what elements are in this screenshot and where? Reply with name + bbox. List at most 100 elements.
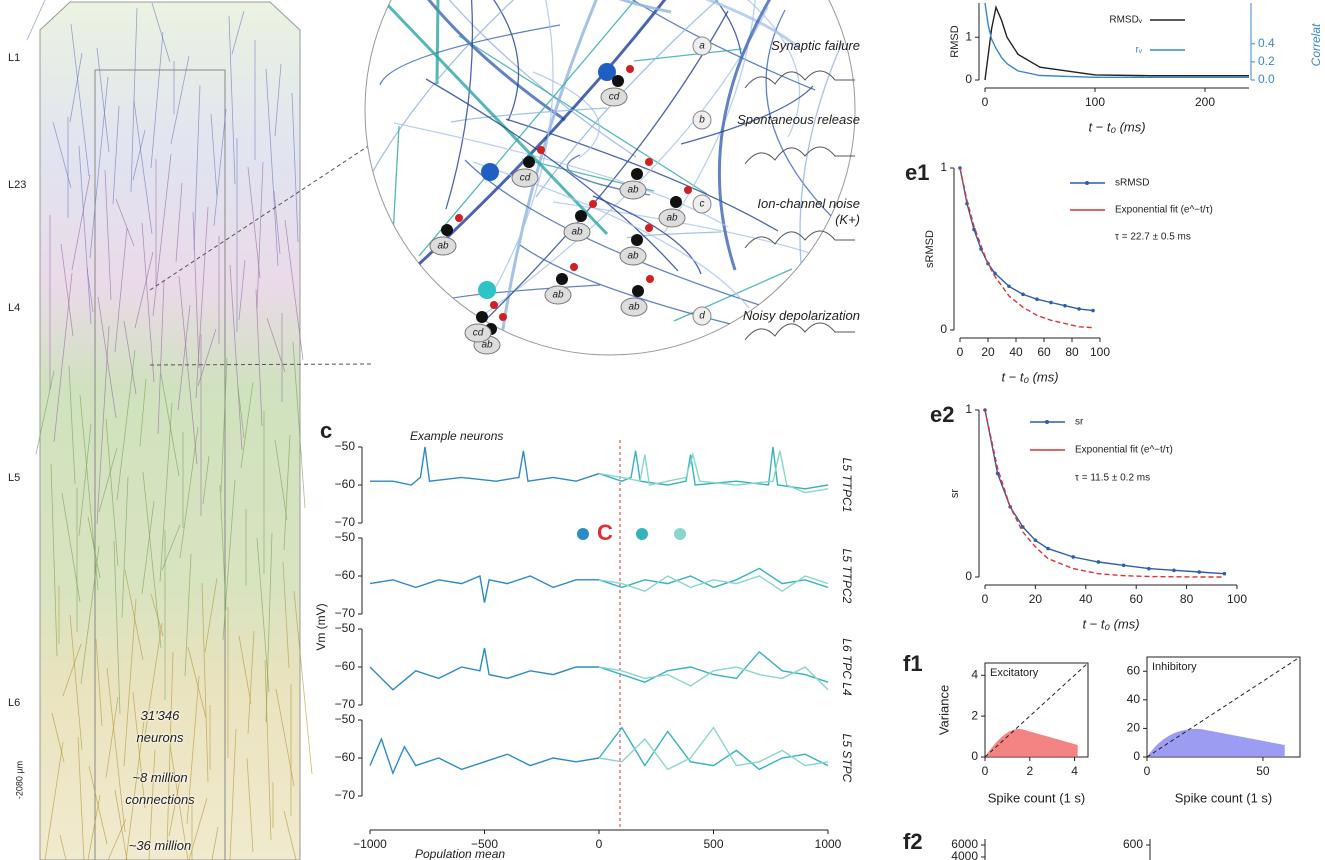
layer-label: L1 bbox=[8, 52, 20, 64]
x-tick-label: 0 bbox=[982, 764, 989, 778]
synapse bbox=[499, 313, 507, 321]
body: C -2080 µm L1L23L4L5L6abcdcdabababababab… bbox=[0, 0, 1325, 860]
series-marker bbox=[1046, 547, 1050, 551]
y-tick-label: 0.0 bbox=[1258, 72, 1275, 86]
voltage-trace bbox=[370, 739, 599, 773]
x-axis-label: t − t₀ (ms) bbox=[1088, 119, 1145, 134]
mechanism-text: Synaptic failure bbox=[730, 38, 860, 54]
synapse-cluster bbox=[575, 210, 587, 222]
y-axis-label: RMSD bbox=[949, 25, 961, 57]
blob-icon bbox=[577, 528, 589, 540]
plot-title: Excitatory bbox=[990, 667, 1039, 679]
neuron-label: L6 TPC L4 bbox=[840, 638, 854, 696]
annotation: Population mean bbox=[415, 847, 505, 860]
y-tick-label: −60 bbox=[335, 659, 356, 673]
plot-title: Inhibitory bbox=[1152, 661, 1197, 673]
series-line bbox=[985, 410, 1224, 574]
legend-label: Exponential fit (e^−t/τ) bbox=[1115, 205, 1213, 216]
y-tick-label: −50 bbox=[335, 712, 356, 726]
voltage-trace bbox=[599, 652, 828, 682]
tag-label: cd bbox=[520, 173, 531, 184]
x-tick-label: 20 bbox=[981, 345, 995, 359]
x-tick-label: 40 bbox=[1009, 345, 1023, 359]
x-axis-label: t − t₀ (ms) bbox=[1001, 369, 1058, 384]
layer-label: L6 bbox=[8, 697, 20, 709]
y-tick-label: 600 bbox=[1123, 837, 1143, 851]
series-marker bbox=[1071, 555, 1075, 559]
x-tick-label: 2 bbox=[1026, 764, 1033, 778]
x-tick-label: 100 bbox=[1085, 95, 1105, 109]
reset-icon: C bbox=[597, 520, 613, 545]
y-tick-label: 0 bbox=[1133, 749, 1140, 763]
y-tick-label: 0.4 bbox=[1258, 36, 1275, 50]
y-tick-label: 0 bbox=[971, 749, 978, 763]
tag-label: ab bbox=[628, 302, 640, 313]
y-axis-label: sRMSD bbox=[924, 230, 936, 268]
y-tick-label: 1 bbox=[965, 402, 972, 416]
tag-label: ab bbox=[552, 290, 564, 301]
x-tick-label: 80 bbox=[1180, 592, 1194, 606]
x-tick-label: 80 bbox=[1065, 345, 1079, 359]
y-tick-label: 2 bbox=[971, 708, 978, 722]
mechanism-letter: b bbox=[699, 115, 705, 126]
synapse bbox=[646, 275, 654, 283]
synapse bbox=[455, 214, 463, 222]
column-stat: ~8 million bbox=[95, 770, 225, 785]
x-tick-label: −1000 bbox=[353, 837, 387, 851]
voltage-trace bbox=[599, 451, 828, 493]
column-stat: neurons bbox=[95, 730, 225, 745]
synapse-cluster bbox=[556, 273, 568, 285]
column-stat: 31'346 bbox=[95, 708, 225, 723]
panel-label: c bbox=[320, 418, 332, 443]
tag-label: ab bbox=[627, 185, 639, 196]
synapse-cluster bbox=[631, 234, 643, 246]
y-tick-label: −70 bbox=[335, 788, 356, 802]
y-tick-label: 60 bbox=[1127, 663, 1141, 677]
series-marker bbox=[1172, 569, 1176, 573]
x-tick-label: 0 bbox=[982, 95, 989, 109]
legend-label: RMSDᵥ bbox=[1109, 15, 1142, 26]
x-tick-label: 0 bbox=[1144, 764, 1151, 778]
series-marker bbox=[1097, 560, 1101, 564]
x-tick-label: 100 bbox=[1090, 345, 1110, 359]
x-tick-label: 60 bbox=[1130, 592, 1144, 606]
mechanism-letter: d bbox=[699, 311, 705, 322]
layer-label: L23 bbox=[8, 179, 26, 191]
mechanism-text: Spontaneous release bbox=[730, 112, 860, 128]
legend-marker bbox=[1085, 181, 1089, 185]
legend-label: sr bbox=[1075, 417, 1084, 428]
synapse bbox=[645, 224, 653, 232]
tag-label: cd bbox=[609, 92, 620, 103]
y-tick-label: −70 bbox=[335, 515, 356, 529]
voltage-trace bbox=[599, 728, 828, 770]
voltage-trace bbox=[370, 447, 599, 485]
y-tick-label: −50 bbox=[335, 530, 356, 544]
mechanism-text: Ion-channel noise (K+) bbox=[730, 196, 860, 228]
synapse-cluster bbox=[670, 196, 682, 208]
series-line bbox=[960, 168, 1093, 311]
x-axis-label: t − t₀ (ms) bbox=[1082, 616, 1139, 631]
y-tick-label: −50 bbox=[335, 621, 356, 635]
series-marker bbox=[1063, 304, 1067, 308]
blob-icon bbox=[674, 528, 686, 540]
synapse bbox=[626, 65, 634, 73]
series-marker bbox=[1034, 538, 1038, 542]
x-tick-label: 0 bbox=[957, 345, 964, 359]
series-marker bbox=[1077, 307, 1081, 311]
panel-label: e2 bbox=[930, 402, 954, 427]
y-tick-label: 4000 bbox=[951, 849, 978, 860]
tag-label: ab bbox=[571, 227, 583, 238]
legend-label: rᵥ bbox=[1135, 45, 1142, 56]
synapse bbox=[570, 263, 578, 271]
y-axis-label: Variance bbox=[936, 685, 951, 735]
depth-label: -2080 µm bbox=[14, 761, 24, 799]
y-tick-label: −60 bbox=[335, 568, 356, 582]
panel-label: e1 bbox=[905, 160, 929, 185]
soma bbox=[478, 281, 496, 299]
x-tick-label: 20 bbox=[1029, 592, 1043, 606]
x-axis-label: Spike count (1 s) bbox=[988, 790, 1086, 805]
mechanism-text: Noisy depolarization bbox=[730, 308, 860, 324]
synapse bbox=[537, 146, 545, 154]
voltage-trace bbox=[370, 648, 599, 690]
synapse-cluster bbox=[632, 285, 644, 297]
